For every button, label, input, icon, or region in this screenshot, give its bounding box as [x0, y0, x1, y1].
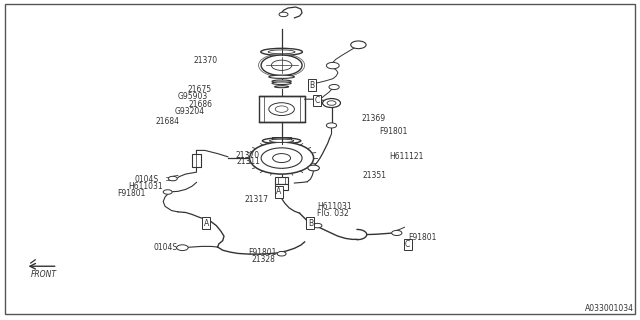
Circle shape — [326, 62, 339, 69]
Ellipse shape — [272, 82, 291, 84]
Circle shape — [269, 103, 294, 116]
FancyBboxPatch shape — [275, 177, 288, 184]
Text: A: A — [276, 188, 282, 196]
FancyBboxPatch shape — [192, 154, 201, 167]
Ellipse shape — [275, 86, 289, 88]
Ellipse shape — [261, 48, 303, 55]
Circle shape — [323, 99, 340, 108]
FancyBboxPatch shape — [259, 96, 305, 122]
Text: C: C — [314, 96, 319, 105]
Text: C: C — [405, 240, 410, 249]
Text: A: A — [204, 219, 209, 228]
Text: 21311: 21311 — [237, 157, 260, 166]
Text: H611121: H611121 — [389, 152, 424, 161]
Text: FRONT: FRONT — [31, 270, 56, 279]
Circle shape — [271, 60, 292, 70]
Text: F91801: F91801 — [118, 189, 146, 198]
Text: 21370: 21370 — [193, 56, 218, 65]
Circle shape — [168, 176, 177, 181]
Ellipse shape — [268, 50, 295, 54]
Text: F91801: F91801 — [379, 127, 407, 136]
Text: 21369: 21369 — [362, 114, 386, 123]
Circle shape — [351, 41, 366, 49]
Circle shape — [329, 84, 339, 90]
Ellipse shape — [269, 75, 294, 78]
Text: 21675: 21675 — [187, 85, 211, 94]
FancyBboxPatch shape — [275, 184, 288, 190]
Ellipse shape — [269, 139, 294, 142]
Text: 21317: 21317 — [245, 195, 269, 204]
Text: 21684: 21684 — [156, 117, 179, 126]
Text: 0104S: 0104S — [154, 243, 178, 252]
Text: G95903: G95903 — [178, 92, 208, 101]
Text: 21328: 21328 — [252, 255, 275, 264]
Text: 21370: 21370 — [235, 151, 259, 160]
Circle shape — [261, 148, 302, 168]
Circle shape — [275, 106, 288, 112]
Circle shape — [163, 190, 172, 194]
Circle shape — [250, 142, 314, 174]
Circle shape — [177, 245, 188, 251]
Ellipse shape — [262, 138, 301, 144]
Text: 21351: 21351 — [362, 171, 386, 180]
Text: B: B — [309, 81, 314, 90]
Text: F91801: F91801 — [248, 248, 276, 257]
Text: G93204: G93204 — [175, 107, 205, 116]
Text: B: B — [308, 219, 313, 228]
Text: F91801: F91801 — [408, 233, 436, 242]
Circle shape — [326, 123, 337, 128]
Circle shape — [261, 55, 302, 76]
Text: A033001034: A033001034 — [584, 304, 634, 313]
Ellipse shape — [272, 80, 291, 83]
Text: FIG. 032: FIG. 032 — [317, 209, 349, 218]
Circle shape — [327, 101, 336, 105]
Text: H611031: H611031 — [317, 202, 351, 211]
Circle shape — [313, 223, 322, 228]
Circle shape — [273, 154, 291, 163]
Circle shape — [259, 54, 305, 77]
Text: H611031: H611031 — [129, 182, 163, 191]
Circle shape — [279, 12, 288, 17]
Circle shape — [392, 230, 402, 236]
Circle shape — [277, 252, 286, 256]
Text: 0104S: 0104S — [134, 175, 159, 184]
Text: 21686: 21686 — [189, 100, 212, 109]
Circle shape — [308, 165, 319, 171]
